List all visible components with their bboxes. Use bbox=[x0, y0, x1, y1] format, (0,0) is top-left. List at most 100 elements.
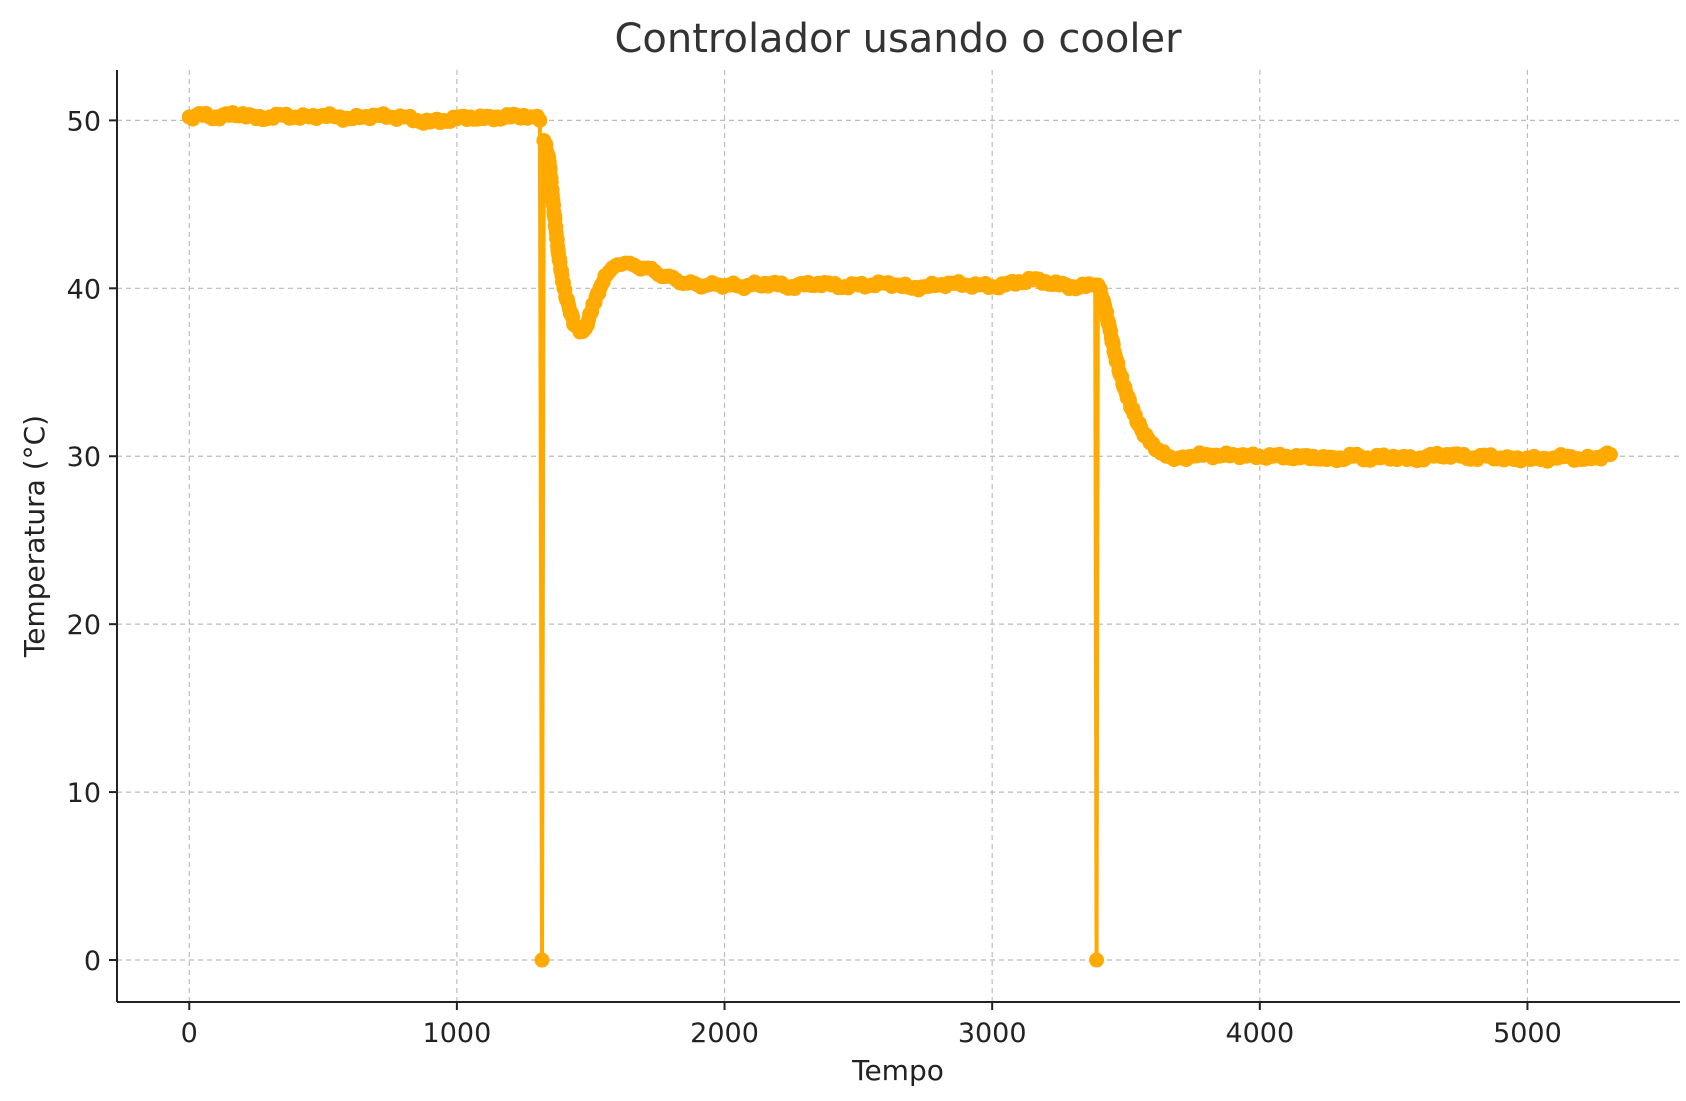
data-point bbox=[917, 279, 933, 295]
data-point bbox=[1091, 280, 1107, 296]
data-point bbox=[877, 275, 893, 291]
ticks: 0 1000 2000 3000 4000 5000 0 10 20 30 40 50 bbox=[67, 106, 1562, 1049]
series-layer bbox=[181, 105, 1618, 968]
data-point bbox=[957, 277, 973, 293]
data-point bbox=[1198, 447, 1214, 463]
data-point bbox=[743, 277, 759, 293]
data-point bbox=[783, 279, 799, 295]
data-point bbox=[837, 279, 853, 295]
data-point bbox=[409, 112, 425, 128]
data-point bbox=[770, 277, 786, 293]
data-point bbox=[1332, 450, 1348, 466]
data-point bbox=[342, 111, 358, 127]
y-tick-label: 30 bbox=[67, 442, 101, 473]
data-point bbox=[315, 107, 331, 123]
data-point bbox=[904, 280, 920, 296]
data-point bbox=[1024, 272, 1040, 288]
data-point bbox=[984, 279, 1000, 295]
data-point bbox=[797, 277, 813, 293]
data-point bbox=[1573, 452, 1589, 468]
data-point bbox=[502, 109, 518, 125]
data-point bbox=[1292, 450, 1308, 466]
data-point bbox=[1102, 322, 1118, 338]
y-tick-label: 50 bbox=[67, 106, 101, 137]
data-point bbox=[369, 107, 385, 123]
data-point bbox=[1319, 452, 1335, 468]
data-point bbox=[489, 109, 505, 125]
data-point bbox=[971, 277, 987, 293]
data-point bbox=[395, 109, 411, 125]
data-point bbox=[1225, 447, 1241, 463]
data-point bbox=[1089, 952, 1105, 968]
y-tick-label: 20 bbox=[67, 610, 101, 641]
data-point bbox=[1172, 450, 1188, 466]
data-point bbox=[248, 111, 264, 127]
data-point bbox=[556, 280, 572, 296]
data-point bbox=[690, 277, 706, 293]
data-point bbox=[1386, 448, 1402, 464]
data-point bbox=[208, 109, 224, 125]
data-point bbox=[864, 277, 880, 293]
data-point bbox=[1466, 450, 1482, 466]
y-tick-label: 10 bbox=[67, 778, 101, 809]
data-point bbox=[275, 107, 291, 123]
data-point bbox=[944, 275, 960, 291]
y-tick-label: 40 bbox=[67, 274, 101, 305]
data-point bbox=[221, 107, 237, 123]
data-point bbox=[711, 277, 727, 293]
y-axis-label: Temperatura (°C) bbox=[18, 415, 51, 658]
data-point bbox=[1107, 347, 1123, 363]
data-point bbox=[1602, 447, 1618, 463]
x-axis-label: Tempo bbox=[851, 1054, 944, 1087]
data-point bbox=[1345, 448, 1361, 464]
data-point bbox=[850, 277, 866, 293]
data-point bbox=[1533, 452, 1549, 468]
data-point bbox=[302, 109, 318, 125]
data-point bbox=[1586, 450, 1602, 466]
data-point bbox=[1546, 450, 1562, 466]
data-point bbox=[235, 106, 251, 122]
data-point bbox=[1238, 448, 1254, 464]
data-point bbox=[1252, 448, 1268, 464]
data-point bbox=[998, 277, 1014, 293]
data-point bbox=[476, 111, 492, 127]
data-point bbox=[262, 109, 278, 125]
data-point bbox=[541, 154, 557, 170]
x-tick-label: 0 bbox=[181, 1018, 198, 1049]
x-tick-label: 3000 bbox=[958, 1018, 1027, 1049]
data-point bbox=[1453, 448, 1469, 464]
data-point bbox=[382, 109, 398, 125]
data-point bbox=[1279, 448, 1295, 464]
data-point bbox=[1399, 452, 1415, 468]
data-point bbox=[532, 112, 548, 128]
x-tick-label: 2000 bbox=[690, 1018, 759, 1049]
data-point bbox=[1097, 297, 1113, 313]
grid bbox=[117, 70, 1680, 1002]
data-point bbox=[355, 109, 371, 125]
data-point bbox=[1212, 448, 1228, 464]
data-point bbox=[288, 109, 304, 125]
data-point bbox=[449, 111, 465, 127]
axes bbox=[116, 70, 1680, 1003]
data-point bbox=[1038, 274, 1054, 290]
data-point bbox=[328, 109, 344, 125]
data-point bbox=[1519, 450, 1535, 466]
data-point bbox=[545, 196, 561, 212]
data-point bbox=[1051, 277, 1067, 293]
data-point bbox=[1439, 447, 1455, 463]
data-point bbox=[931, 277, 947, 293]
data-point bbox=[561, 300, 577, 316]
data-point bbox=[462, 109, 478, 125]
data-point bbox=[1426, 448, 1442, 464]
data-point bbox=[181, 109, 197, 125]
data-point bbox=[1372, 450, 1388, 466]
data-point bbox=[588, 289, 604, 305]
data-point bbox=[891, 277, 906, 293]
data-point bbox=[1011, 274, 1027, 290]
x-tick-label: 1000 bbox=[423, 1018, 492, 1049]
data-point bbox=[1113, 368, 1129, 384]
data-point bbox=[422, 114, 438, 130]
y-tick-label: 0 bbox=[84, 946, 101, 977]
chart-title: Controlador usando o cooler bbox=[614, 16, 1182, 62]
